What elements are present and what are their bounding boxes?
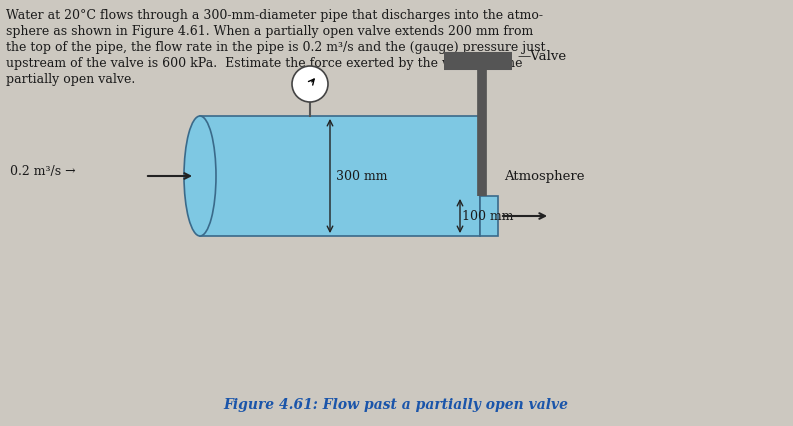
Bar (480, 196, 498, 236)
Text: Atmosphere: Atmosphere (504, 170, 584, 183)
Text: —Valve: —Valve (517, 50, 566, 63)
Text: the top of the pipe, the flow rate in the pipe is 0.2 m³/s and the (gauge) press: the top of the pipe, the flow rate in th… (6, 41, 546, 54)
Text: 0.2 m³/s →: 0.2 m³/s → (10, 165, 75, 178)
Text: Figure 4.61: Flow past a partially open valve: Figure 4.61: Flow past a partially open … (224, 397, 569, 411)
Text: 300 mm: 300 mm (336, 170, 388, 183)
Circle shape (292, 67, 328, 103)
Text: sphere as shown in Figure 4.61. When a partially open valve extends 200 mm from: sphere as shown in Figure 4.61. When a p… (6, 25, 533, 38)
Ellipse shape (184, 117, 216, 236)
Bar (200, 117, 480, 236)
Text: upstream of the valve is 600 kPa.  Estimate the force exerted by the water on th: upstream of the valve is 600 kPa. Estima… (6, 57, 523, 70)
Text: partially open valve.: partially open valve. (6, 73, 136, 86)
Text: Water at 20°C flows through a 300-mm-diameter pipe that discharges into the atmo: Water at 20°C flows through a 300-mm-dia… (6, 9, 543, 22)
Text: 100 mm: 100 mm (462, 210, 514, 223)
